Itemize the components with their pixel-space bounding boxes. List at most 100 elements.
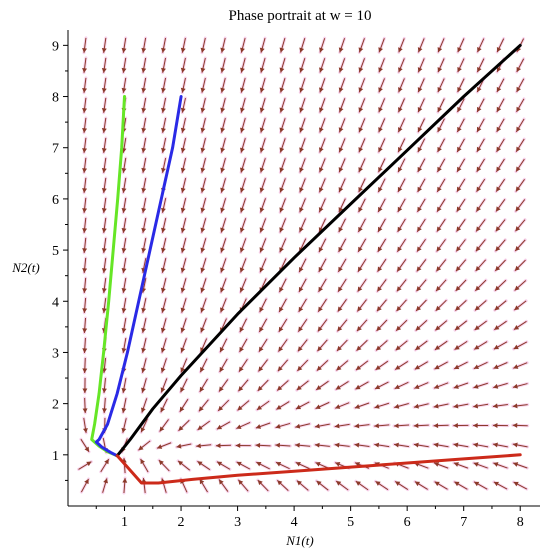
field-arrowhead	[318, 246, 324, 253]
field-arrowhead	[437, 146, 442, 153]
field-arrowhead	[375, 481, 381, 486]
field-arrowhead	[336, 345, 342, 351]
field-arrowhead	[276, 404, 282, 410]
field-arrowhead	[512, 422, 518, 428]
field-arrowhead	[354, 423, 360, 429]
field-arrowhead	[437, 106, 443, 113]
field-arrowhead	[437, 166, 442, 172]
field-arrowhead	[453, 462, 459, 467]
field-arrowhead	[338, 187, 344, 193]
field-arrowhead	[435, 325, 441, 331]
field-arrowhead	[257, 480, 263, 486]
field-arrowhead	[338, 226, 344, 233]
y-tick-label: 8	[52, 91, 59, 106]
field-arrowhead	[200, 147, 206, 153]
field-arrowhead	[395, 365, 401, 370]
field-arrowhead	[456, 246, 462, 252]
field-arrowhead	[378, 147, 383, 153]
field-arrowhead	[82, 108, 88, 113]
field-arrowhead	[319, 67, 324, 73]
field-arrowhead	[474, 325, 480, 330]
field-arrowhead	[358, 67, 364, 73]
field-arrowhead	[196, 443, 201, 449]
field-arrowhead	[180, 367, 186, 373]
field-arrowhead	[82, 268, 88, 273]
x-ticks: 1 2 3 4 5 6 7 8	[95, 506, 524, 530]
field-arrowhead	[236, 424, 242, 430]
field-arrowhead	[259, 267, 265, 273]
x-tick-label: 6	[404, 515, 411, 530]
field-arrowhead	[197, 425, 203, 430]
x-tick-label: 3	[234, 515, 241, 530]
field-arrowhead	[513, 364, 519, 369]
field-arrowhead	[279, 47, 285, 53]
field-arrowhead	[82, 148, 88, 153]
field-arrowhead	[259, 227, 265, 233]
field-arrowhead	[493, 442, 498, 448]
field-arrowhead	[297, 365, 303, 371]
y-tick-label: 5	[52, 244, 59, 259]
field-arrowhead	[240, 67, 245, 73]
field-arrowhead	[101, 127, 107, 133]
field-arrowhead	[220, 167, 226, 173]
field-arrowhead	[279, 287, 284, 293]
field-arrowhead	[82, 168, 88, 173]
field-arrowhead	[259, 107, 265, 113]
field-arrowhead	[82, 428, 88, 433]
field-arrowhead	[200, 47, 206, 53]
field-arrowhead	[299, 187, 304, 193]
field-arrowhead	[216, 424, 223, 430]
field-arrowhead	[417, 246, 422, 252]
field-arrowhead	[474, 344, 480, 350]
field-arrowhead	[354, 404, 360, 409]
field-arrowhead	[378, 87, 383, 93]
field-arrowhead	[198, 406, 204, 412]
y-ticks: 1 2 3 4 5 6 7 8 9	[52, 39, 68, 481]
field-arrowhead	[378, 67, 383, 73]
field-arrowhead	[477, 106, 482, 113]
field-arrowhead	[121, 387, 127, 393]
field-arrowhead	[160, 267, 166, 273]
field-arrowhead	[453, 423, 458, 429]
field-arrowhead	[416, 266, 422, 272]
field-arrowhead	[239, 247, 245, 253]
field-arrowhead	[141, 367, 146, 373]
field-arrowhead	[220, 147, 226, 153]
field-arrowhead	[337, 326, 343, 332]
field-arrowhead	[101, 188, 107, 193]
field-arrowhead	[476, 166, 482, 172]
field-arrowhead	[475, 266, 481, 272]
field-arrowhead	[239, 167, 245, 173]
field-arrowhead	[160, 387, 166, 393]
field-arrowhead	[496, 146, 502, 152]
field-arrowhead	[358, 246, 363, 252]
field-arrowhead	[104, 459, 109, 465]
field-arrowhead	[279, 187, 285, 193]
field-arrowhead	[297, 346, 303, 352]
field-arrowhead	[394, 442, 399, 448]
field-arrowhead	[397, 147, 403, 153]
field-arrowhead	[417, 146, 423, 153]
field-arrowhead	[101, 288, 107, 293]
x-tick-label: 5	[347, 515, 354, 530]
field-arrowhead	[240, 87, 245, 93]
field-arrowhead	[357, 306, 363, 312]
field-arrowhead	[180, 127, 186, 133]
y-axis-label: N2(t)	[11, 260, 39, 275]
field-arrowhead	[378, 127, 383, 133]
field-arrowhead	[158, 460, 164, 466]
field-arrowhead	[334, 442, 340, 448]
field-arrowhead	[374, 442, 380, 448]
field-arrowhead	[295, 442, 300, 448]
field-arrowhead	[180, 147, 186, 153]
field-arrowhead	[179, 406, 185, 412]
field-arrowhead	[457, 47, 462, 53]
field-arrowhead	[378, 186, 383, 193]
field-arrowhead	[259, 127, 265, 133]
field-arrowhead	[178, 425, 184, 431]
field-arrowhead	[477, 86, 482, 93]
field-arrowhead	[239, 366, 244, 372]
field-arrowhead	[318, 227, 324, 233]
x-tick-label: 4	[291, 515, 298, 530]
field-arrowhead	[200, 347, 205, 353]
